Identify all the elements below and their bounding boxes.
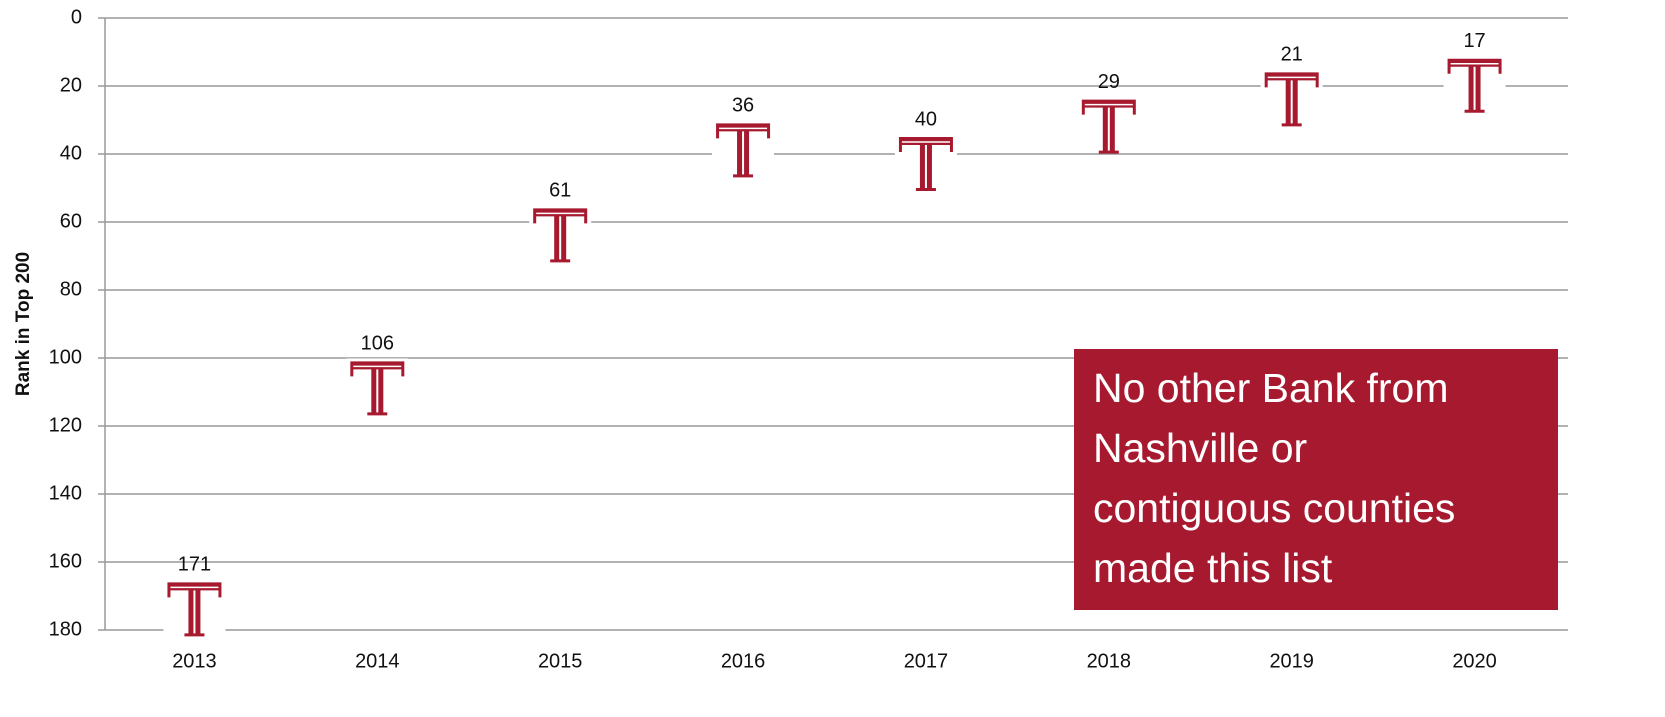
x-tick-label: 2013 <box>172 650 217 672</box>
annotation-text: Nashville or <box>1093 425 1307 471</box>
data-label: 171 <box>178 554 211 576</box>
x-tick-label: 2017 <box>904 650 949 672</box>
data-label: 40 <box>915 108 937 130</box>
y-tick-label: 160 <box>49 550 82 572</box>
y-tick-label: 20 <box>60 74 82 96</box>
data-label: 17 <box>1463 30 1485 52</box>
marker <box>346 358 409 416</box>
marker <box>1260 69 1323 127</box>
annotation-text: contiguous counties <box>1093 485 1455 531</box>
y-axis-label: Rank in Top 200 <box>13 252 34 396</box>
data-label: 106 <box>361 333 394 355</box>
x-tick-label: 2018 <box>1087 650 1132 672</box>
data-label: 21 <box>1281 44 1303 66</box>
y-tick-label: 180 <box>49 618 82 640</box>
x-tick-label: 2019 <box>1269 650 1314 672</box>
y-tick-label: 120 <box>49 414 82 436</box>
y-tick-label: 60 <box>60 210 82 232</box>
annotation-text: No other Bank from <box>1093 365 1449 411</box>
data-label: 36 <box>732 95 754 117</box>
marker <box>712 120 775 178</box>
data-label: 29 <box>1098 71 1120 93</box>
marker <box>1443 55 1506 113</box>
y-tick-label: 140 <box>49 482 82 504</box>
data-label: 61 <box>549 180 571 202</box>
marker <box>529 205 592 263</box>
annotation-text: made this list <box>1093 545 1333 591</box>
marker <box>894 134 957 191</box>
annotation-box <box>1074 349 1558 610</box>
marker <box>163 579 226 637</box>
marker <box>1077 96 1140 154</box>
x-tick-label: 2016 <box>721 650 766 672</box>
x-tick-label: 2020 <box>1452 650 1497 672</box>
y-tick-label: 80 <box>60 278 82 300</box>
y-tick-label: 40 <box>60 142 82 164</box>
y-tick-label: 100 <box>49 346 82 368</box>
x-tick-label: 2015 <box>538 650 583 672</box>
x-tick-label: 2014 <box>355 650 400 672</box>
y-tick-label: 0 <box>71 6 82 28</box>
